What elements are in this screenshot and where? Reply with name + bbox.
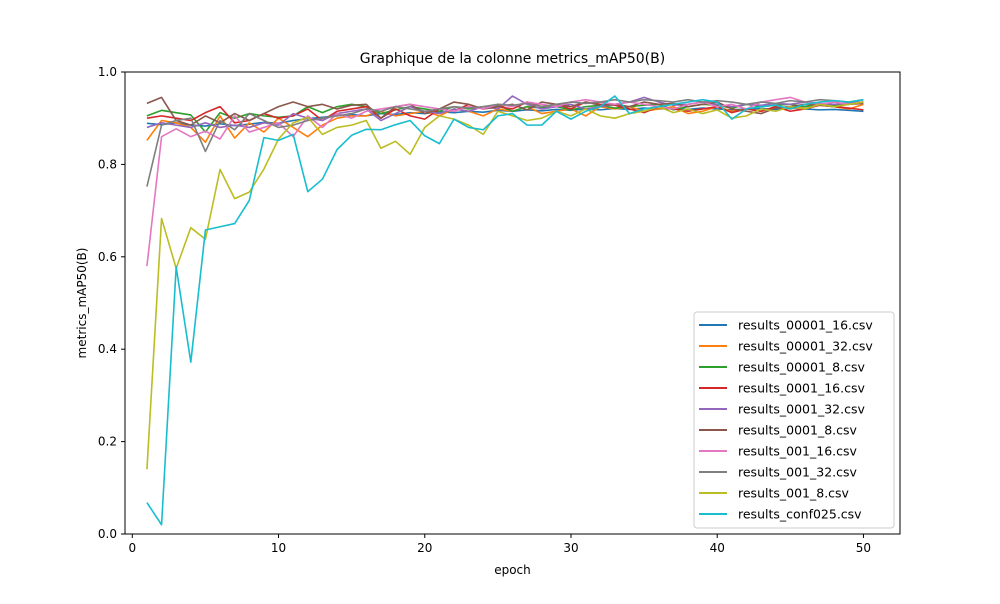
legend-label: results_001_8.csv <box>738 486 850 501</box>
x-axis: 0 10 20 30 40 50 <box>128 534 871 555</box>
y-tick-label: 0.4 <box>98 342 117 356</box>
series-line-10 <box>146 95 864 526</box>
y-tick-label: 0.6 <box>98 250 117 264</box>
legend-label: results_00001_16.csv <box>738 318 873 333</box>
chart-title: Graphique de la colonne metrics_mAP50(B) <box>360 51 665 67</box>
y-tick-label: 1.0 <box>98 65 117 79</box>
y-tick-label: 0.2 <box>98 435 117 449</box>
x-tick-label: 30 <box>563 541 578 555</box>
plot-area <box>124 71 901 535</box>
series-line-9 <box>146 101 864 470</box>
legend-label: results_0001_32.csv <box>738 402 865 417</box>
plot-frame <box>124 71 901 535</box>
x-axis-label: epoch <box>494 563 531 577</box>
legend: results_00001_16.csv results_00001_32.csv… <box>693 311 895 529</box>
x-tick-label: 40 <box>710 541 725 555</box>
y-tick-label: 0.0 <box>98 527 117 541</box>
series-line-4 <box>146 101 864 124</box>
legend-label: results_001_16.csv <box>738 444 857 459</box>
x-tick-label: 10 <box>271 541 286 555</box>
x-tick-label: 0 <box>128 541 136 555</box>
legend-items: results_00001_16.csv results_00001_32.csv… <box>699 318 873 522</box>
x-tick-label: 20 <box>417 541 432 555</box>
legend-label: results_001_32.csv <box>738 465 857 480</box>
legend-box <box>693 311 895 529</box>
legend-label: results_0001_8.csv <box>738 423 857 438</box>
y-axis: 0.0 0.2 0.4 0.6 0.8 1.0 <box>98 65 125 541</box>
series-group <box>146 95 864 526</box>
y-tick-label: 0.8 <box>98 157 117 171</box>
legend-label: results_0001_16.csv <box>738 381 865 396</box>
legend-label: results_conf025.csv <box>738 507 862 522</box>
y-axis-label: metrics_mAP50(B) <box>75 248 89 359</box>
series-line-8 <box>146 98 864 187</box>
legend-label: results_00001_32.csv <box>738 339 873 354</box>
x-tick-label: 50 <box>856 541 871 555</box>
legend-label: results_00001_8.csv <box>738 360 865 375</box>
